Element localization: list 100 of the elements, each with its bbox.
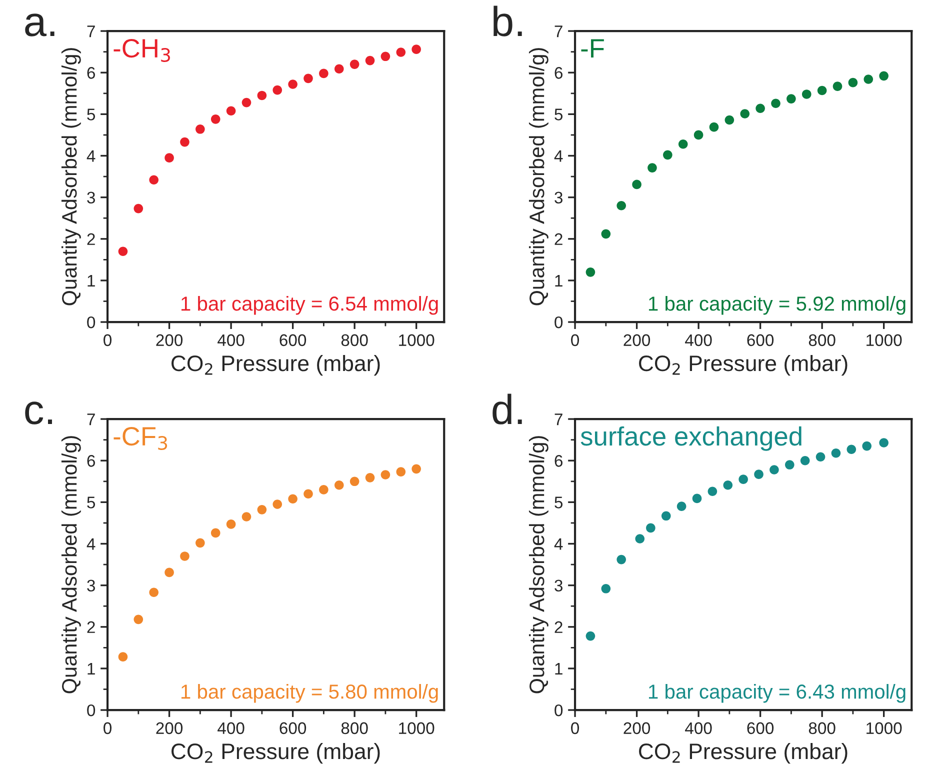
x-tick-label: 400 bbox=[218, 334, 244, 346]
y-tick-label: 5 bbox=[554, 108, 563, 120]
point bbox=[817, 86, 827, 96]
y-tick-label: 5 bbox=[554, 496, 563, 508]
point bbox=[616, 554, 626, 564]
point bbox=[676, 502, 686, 511]
point bbox=[380, 470, 390, 480]
point bbox=[319, 68, 328, 78]
x-tick-label: 0 bbox=[571, 334, 580, 346]
point bbox=[412, 464, 421, 474]
x-axis-title: CO$_{2}$ Pressure (mbar) bbox=[639, 742, 848, 764]
x-tick-label: 1000 bbox=[399, 334, 434, 346]
y-tick-label: 4 bbox=[86, 150, 96, 162]
y-tick-label: 5 bbox=[87, 108, 96, 120]
annotation: 1 bar capacity = 5.80 mmol/g bbox=[181, 684, 438, 703]
y-axis-title: Quantity Adsorbed (mmol/g) bbox=[61, 48, 81, 306]
point bbox=[724, 115, 734, 125]
y-tick-label: 6 bbox=[87, 67, 95, 79]
x-tick-label: 600 bbox=[747, 334, 774, 346]
point bbox=[272, 85, 282, 95]
y-tick-label: 1 bbox=[88, 275, 95, 287]
x-tick-label: 800 bbox=[808, 722, 836, 734]
x-tick-label: 800 bbox=[341, 334, 368, 346]
y-tick-label: 4 bbox=[554, 150, 563, 162]
point bbox=[879, 71, 888, 81]
point bbox=[304, 489, 313, 499]
x-tick-label: 200 bbox=[156, 722, 183, 734]
y-tick-label: 0 bbox=[554, 704, 563, 716]
text: d. bbox=[492, 394, 522, 424]
point bbox=[709, 122, 719, 132]
point bbox=[196, 538, 205, 548]
point bbox=[134, 204, 144, 214]
x-axis-title: CO$_{2}$ Pressure (mbar) bbox=[639, 354, 848, 376]
y-tick-label: 0 bbox=[87, 704, 96, 716]
y-tick-label: 1 bbox=[88, 663, 95, 675]
point bbox=[786, 94, 796, 104]
point bbox=[164, 568, 174, 578]
point bbox=[380, 52, 390, 62]
annotation: -CH$_{3}$ bbox=[114, 38, 170, 62]
point bbox=[862, 441, 872, 451]
y-tick-label: 7 bbox=[87, 26, 95, 38]
y-tick-label: 2 bbox=[554, 233, 562, 245]
y-axis-title: Quantity Adsorbed (mmol/g) bbox=[528, 436, 548, 694]
point bbox=[832, 82, 842, 91]
y-axis-title: Quantity Adsorbed (mmol/g) bbox=[528, 48, 548, 306]
y-tick-label: 7 bbox=[554, 414, 562, 426]
y-tick-label: 3 bbox=[554, 192, 562, 204]
point bbox=[164, 153, 174, 162]
point bbox=[210, 114, 220, 124]
point bbox=[226, 106, 236, 116]
x-tick-label: 0 bbox=[571, 722, 580, 734]
y-tick-label: 3 bbox=[87, 580, 95, 592]
point bbox=[648, 163, 657, 172]
x-tick-label: 600 bbox=[747, 722, 774, 734]
y-tick-label: 3 bbox=[554, 580, 562, 592]
point bbox=[802, 90, 812, 99]
point bbox=[118, 246, 128, 256]
y-tick-label: 6 bbox=[554, 67, 562, 79]
point bbox=[242, 512, 252, 522]
point bbox=[288, 494, 298, 504]
annotation: 1 bar capacity = 5.92 mmol/g bbox=[648, 296, 906, 315]
point bbox=[319, 485, 328, 494]
x-tick-label: 800 bbox=[808, 334, 836, 346]
point bbox=[149, 588, 159, 598]
x-tick-label: 1000 bbox=[399, 722, 434, 734]
x-tick-label: 400 bbox=[685, 334, 712, 346]
point bbox=[396, 48, 406, 57]
point bbox=[196, 124, 205, 134]
x-tick-label: 200 bbox=[624, 722, 650, 734]
point bbox=[661, 511, 671, 521]
y-tick-label: 3 bbox=[87, 192, 95, 204]
point bbox=[771, 98, 780, 108]
point bbox=[646, 523, 656, 533]
y-tick-label: 1 bbox=[555, 663, 562, 675]
point bbox=[149, 175, 159, 185]
point bbox=[118, 652, 128, 662]
point bbox=[756, 104, 765, 114]
point bbox=[816, 452, 826, 462]
y-tick-label: 0 bbox=[554, 316, 563, 328]
x-axis-title: CO$_{2}$ Pressure (mbar) bbox=[172, 354, 380, 376]
x-tick-label: 400 bbox=[218, 722, 244, 734]
point bbox=[412, 44, 421, 54]
y-tick-label: 2 bbox=[554, 621, 562, 633]
point bbox=[350, 60, 360, 69]
y-tick-label: 7 bbox=[87, 414, 95, 426]
point bbox=[304, 74, 313, 84]
point bbox=[616, 200, 626, 210]
point bbox=[635, 534, 645, 544]
point bbox=[350, 476, 360, 486]
point bbox=[784, 460, 794, 470]
annotation: 1 bar capacity = 6.43 mmol/g bbox=[648, 684, 906, 703]
point bbox=[180, 137, 190, 147]
text: c. bbox=[25, 402, 52, 424]
point bbox=[226, 520, 236, 529]
point bbox=[770, 465, 779, 474]
point bbox=[210, 528, 220, 538]
point bbox=[632, 180, 642, 190]
x-tick-label: 800 bbox=[341, 722, 368, 734]
x-tick-label: 600 bbox=[280, 722, 306, 734]
annotation: -F bbox=[581, 39, 604, 58]
